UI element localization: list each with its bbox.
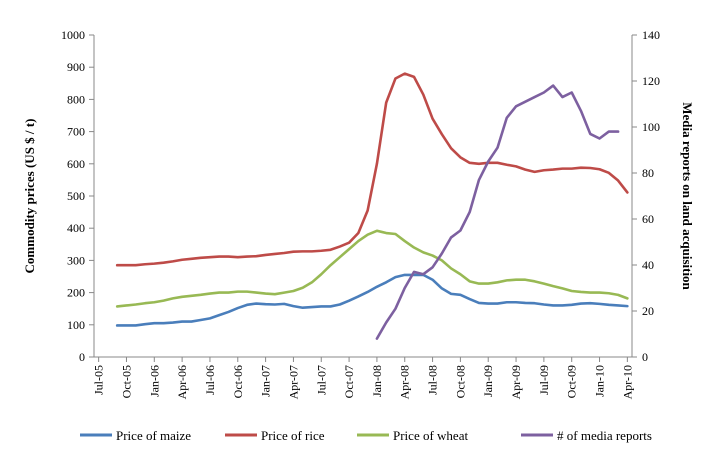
y2-tick-label: 140 [642,28,660,42]
series-line-2 [115,229,629,308]
y2-tick-label: 100 [642,120,660,134]
x-tick-label: Apr-08 [398,365,412,399]
x-tick-label: Oct-06 [231,365,245,398]
y-tick-label: 100 [67,318,85,332]
y-tick-label: 300 [67,253,85,267]
y-tick-label: 600 [67,157,85,171]
y2-axis-title: Media reports on land acquisition [680,102,695,290]
x-tick-label: Jan-07 [259,365,273,397]
y-tick-label: 0 [79,350,85,364]
x-tick-label: Apr-10 [620,365,634,399]
x-tick-label: Jan-06 [147,365,161,397]
chart-axes [89,34,637,362]
series-line-0 [115,273,629,327]
x-tick-label: Jan-09 [481,365,495,397]
y-tick-label: 400 [67,221,85,235]
x-tick-label: Jul-09 [537,365,551,395]
y-tick-label: 900 [67,60,85,74]
y-axis-title: Commodity prices (US $ / t) [22,119,37,274]
x-tick-label: Jan-10 [593,365,607,397]
y-tick-label: 500 [67,189,85,203]
x-tick-label: Jul-05 [92,365,106,395]
y-tick-label: 1000 [61,28,85,42]
legend-label-2: Price of wheat [393,428,468,443]
x-tick-label: Oct-05 [119,365,133,398]
x-tick-label: Oct-09 [565,365,579,398]
legend-label-1: Price of rice [261,428,325,443]
y2-tick-label: 120 [642,74,660,88]
legend-label-0: Price of maize [116,428,191,443]
series-line-3 [375,84,620,340]
x-tick-label: Oct-07 [342,365,356,398]
x-tick-label: Jul-08 [426,365,440,395]
legend-label-3: # of media reports [557,428,652,443]
y2-tick-label: 80 [642,166,654,180]
y-tick-label: 800 [67,92,85,106]
x-tick-label: Apr-07 [286,365,300,399]
series-line-1 [115,72,629,267]
y2-tick-label: 40 [642,258,654,272]
x-tick-label: Oct-08 [453,365,467,398]
legend: Price of maize Price of rice Price of whea… [80,428,652,443]
y2-tick-label: 0 [642,350,648,364]
y2-tick-label: 20 [642,304,654,318]
x-tick-label: Jul-06 [203,365,217,395]
series-lines [115,72,629,340]
x-tick-label: Jan-08 [370,365,384,397]
y-tick-label: 200 [67,286,85,300]
x-tick-label: Apr-09 [509,365,523,399]
tick-labels: 0 100 200 300 400 500 600 700 800 900 1000 0 20 40 60 8… [61,28,660,399]
x-tick-label: Apr-06 [175,365,189,399]
x-tick-label: Jul-07 [314,365,328,395]
y-tick-label: 700 [67,125,85,139]
y2-tick-label: 60 [642,212,654,226]
